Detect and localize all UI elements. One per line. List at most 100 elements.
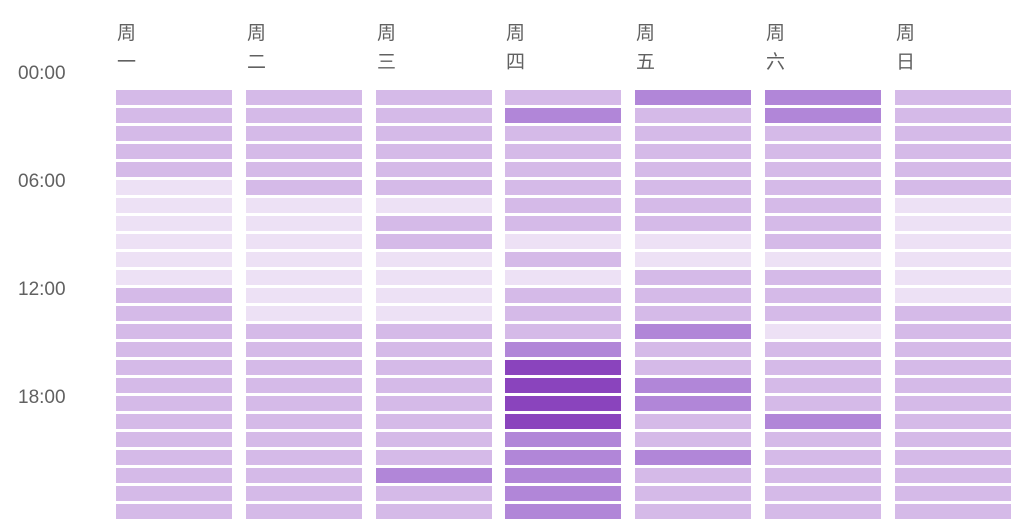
heatmap-cell-2-8 [246,234,362,249]
heatmap-cell-1-19 [116,432,232,447]
heatmap-cell-1-6 [116,198,232,213]
heatmap-cell-5-21 [635,468,751,483]
time-label-1200: 12:00 [18,279,66,300]
heatmap-cell-7-5 [895,180,1011,195]
heatmap-cell-1-15 [116,360,232,375]
heatmap-cell-3-6 [376,198,492,213]
time-label-0600: 06:00 [18,171,66,192]
heatmap-cell-7-8 [895,234,1011,249]
heatmap-cell-6-3 [765,144,881,159]
heatmap-cell-1-21 [116,468,232,483]
heatmap-cell-3-17 [376,396,492,411]
heatmap-cell-3-8 [376,234,492,249]
heatmap-cell-2-21 [246,468,362,483]
heatmap-cell-3-1 [376,108,492,123]
heatmap-cell-2-6 [246,198,362,213]
heatmap-cell-1-18 [116,414,232,429]
heatmap-cell-5-2 [635,126,751,141]
heatmap-cell-2-16 [246,378,362,393]
heatmap-cell-6-4 [765,162,881,177]
time-label-1800: 18:00 [18,387,66,408]
heatmap-cell-5-8 [635,234,751,249]
heatmap-cell-7-13 [895,324,1011,339]
heatmap-cell-3-19 [376,432,492,447]
heatmap-cell-5-17 [635,396,751,411]
heatmap-cell-6-10 [765,270,881,285]
heatmap-cell-3-21 [376,468,492,483]
heatmap-cell-1-16 [116,378,232,393]
heatmap-cell-6-5 [765,180,881,195]
heatmap-cell-6-19 [765,432,881,447]
heatmap-cell-7-0 [895,90,1011,105]
heatmap-cell-6-12 [765,306,881,321]
heatmap-cell-6-6 [765,198,881,213]
heatmap-cell-6-13 [765,324,881,339]
heatmap-cell-5-13 [635,324,751,339]
heatmap-cell-3-14 [376,342,492,357]
heatmap-cell-1-9 [116,252,232,267]
heatmap-cell-7-21 [895,468,1011,483]
heatmap-cell-3-18 [376,414,492,429]
heatmap-cell-4-4 [505,162,621,177]
heatmap-cell-3-11 [376,288,492,303]
heatmap-cell-3-16 [376,378,492,393]
heatmap-cell-4-23 [505,504,621,519]
time-labels: 00:00 06:00 12:00 18:00 [18,63,66,408]
heatmap-cell-3-10 [376,270,492,285]
heatmap-cell-4-17 [505,396,621,411]
heatmap-cell-5-23 [635,504,751,519]
heatmap-cell-4-19 [505,432,621,447]
heatmap-cell-1-5 [116,180,232,195]
heatmap-cell-1-8 [116,234,232,249]
heatmap-cell-2-2 [246,126,362,141]
heatmap-cell-1-14 [116,342,232,357]
heatmap-cell-3-3 [376,144,492,159]
heatmap-cell-4-14 [505,342,621,357]
heatmap-cell-7-11 [895,288,1011,303]
heatmap-cell-6-14 [765,342,881,357]
heatmap-cell-4-0 [505,90,621,105]
heatmap-cell-7-12 [895,306,1011,321]
heatmap-cell-5-18 [635,414,751,429]
heatmap-cell-3-5 [376,180,492,195]
heatmap-cell-3-23 [376,504,492,519]
heatmap-cell-2-4 [246,162,362,177]
day-label-1: 周一 [117,22,136,73]
heatmap-cell-5-11 [635,288,751,303]
time-label-0000: 00:00 [18,63,66,84]
heatmap-cell-7-19 [895,432,1011,447]
heatmap-cell-3-4 [376,162,492,177]
heatmap-cell-2-3 [246,144,362,159]
heatmap-cell-4-1 [505,108,621,123]
heatmap-cell-1-4 [116,162,232,177]
heatmap-cell-5-9 [635,252,751,267]
heatmap-cell-5-16 [635,378,751,393]
heatmap-cell-1-0 [116,90,232,105]
heatmap-cell-7-20 [895,450,1011,465]
heatmap-cell-6-7 [765,216,881,231]
heatmap-cell-5-19 [635,432,751,447]
heatmap-cell-6-15 [765,360,881,375]
heatmap-cell-3-22 [376,486,492,501]
heatmap-cell-3-12 [376,306,492,321]
heatmap-cell-6-21 [765,468,881,483]
heatmap-cell-1-1 [116,108,232,123]
heatmap-cell-7-16 [895,378,1011,393]
heatmap-cell-5-22 [635,486,751,501]
heatmap-cell-1-23 [116,504,232,519]
heatmap-cell-4-6 [505,198,621,213]
heatmap-cell-4-9 [505,252,621,267]
heatmap-cell-7-4 [895,162,1011,177]
heatmap-cell-6-9 [765,252,881,267]
heatmap-cell-2-23 [246,504,362,519]
day-label-2: 周二 [247,22,266,73]
heatmap-cell-5-6 [635,198,751,213]
heatmap-cell-4-2 [505,126,621,141]
heatmap-cell-2-1 [246,108,362,123]
heatmap-cell-2-5 [246,180,362,195]
heatmap-cell-7-10 [895,270,1011,285]
heatmap-cell-3-0 [376,90,492,105]
heatmap-cell-3-20 [376,450,492,465]
heatmap-cell-2-7 [246,216,362,231]
